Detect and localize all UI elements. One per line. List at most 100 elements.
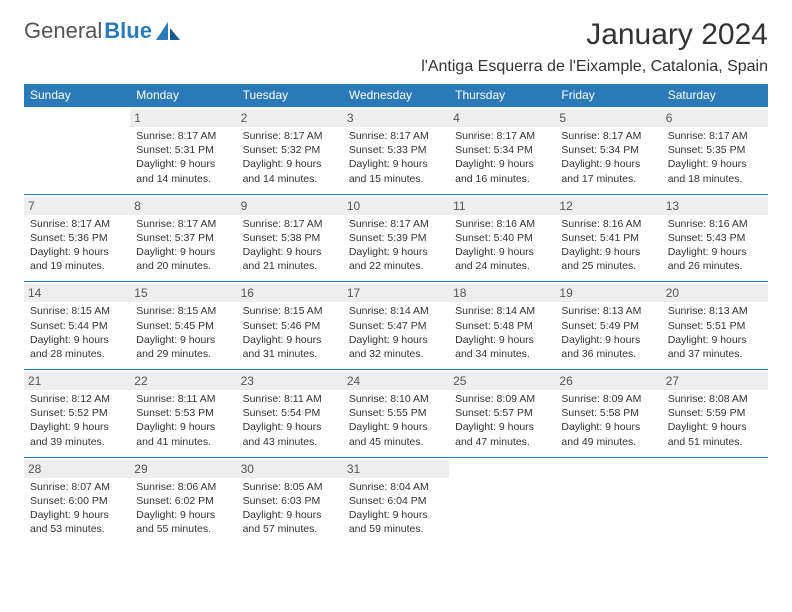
- calendar-cell: 7Sunrise: 8:17 AMSunset: 5:36 PMDaylight…: [24, 194, 130, 282]
- info-line: Daylight: 9 hours: [349, 420, 443, 434]
- info-line: Sunrise: 8:14 AM: [455, 304, 549, 318]
- info-line: Sunrise: 8:11 AM: [243, 392, 337, 406]
- info-line: and 41 minutes.: [136, 435, 230, 449]
- info-line: Sunset: 5:41 PM: [561, 231, 655, 245]
- calendar-row: 28Sunrise: 8:07 AMSunset: 6:00 PMDayligh…: [24, 457, 768, 544]
- weekday-header: Tuesday: [237, 84, 343, 107]
- info-line: Sunrise: 8:11 AM: [136, 392, 230, 406]
- info-line: Sunrise: 8:07 AM: [30, 480, 124, 494]
- month-title: January 2024: [421, 18, 768, 52]
- day-number: 30: [237, 460, 343, 478]
- day-number: 22: [130, 372, 236, 390]
- info-line: Daylight: 9 hours: [243, 245, 337, 259]
- info-line: Sunrise: 8:13 AM: [561, 304, 655, 318]
- info-line: Daylight: 9 hours: [243, 333, 337, 347]
- calendar-row: 7Sunrise: 8:17 AMSunset: 5:36 PMDaylight…: [24, 194, 768, 282]
- sail-icon: [156, 22, 182, 47]
- info-line: Daylight: 9 hours: [561, 333, 655, 347]
- info-line: Sunset: 5:35 PM: [668, 143, 762, 157]
- info-line: Daylight: 9 hours: [30, 420, 124, 434]
- info-line: and 18 minutes.: [668, 172, 762, 186]
- page-header: GeneralBlue January 2024 l'Antiga Esquer…: [24, 18, 768, 76]
- brand-part1: General: [24, 18, 102, 44]
- day-info: Sunrise: 8:12 AMSunset: 5:52 PMDaylight:…: [30, 392, 124, 449]
- calendar-cell: 20Sunrise: 8:13 AMSunset: 5:51 PMDayligh…: [662, 282, 768, 370]
- info-line: and 24 minutes.: [455, 259, 549, 273]
- weekday-header: Friday: [555, 84, 661, 107]
- day-info: Sunrise: 8:17 AMSunset: 5:36 PMDaylight:…: [30, 217, 124, 274]
- info-line: Sunset: 5:51 PM: [668, 319, 762, 333]
- info-line: and 25 minutes.: [561, 259, 655, 273]
- day-number: 21: [24, 372, 130, 390]
- day-info: Sunrise: 8:13 AMSunset: 5:49 PMDaylight:…: [561, 304, 655, 361]
- weekday-header: Wednesday: [343, 84, 449, 107]
- day-info: Sunrise: 8:17 AMSunset: 5:34 PMDaylight:…: [455, 129, 549, 186]
- info-line: Daylight: 9 hours: [349, 245, 443, 259]
- day-number: 19: [555, 284, 661, 302]
- day-number: 10: [343, 197, 449, 215]
- day-number: 18: [449, 284, 555, 302]
- day-info: Sunrise: 8:15 AMSunset: 5:46 PMDaylight:…: [243, 304, 337, 361]
- info-line: and 19 minutes.: [30, 259, 124, 273]
- info-line: and 31 minutes.: [243, 347, 337, 361]
- day-info: Sunrise: 8:15 AMSunset: 5:45 PMDaylight:…: [136, 304, 230, 361]
- info-line: Daylight: 9 hours: [243, 420, 337, 434]
- calendar-table: Sunday Monday Tuesday Wednesday Thursday…: [24, 84, 768, 544]
- info-line: Sunrise: 8:17 AM: [30, 217, 124, 231]
- calendar-cell: 29Sunrise: 8:06 AMSunset: 6:02 PMDayligh…: [130, 457, 236, 544]
- info-line: Sunrise: 8:06 AM: [136, 480, 230, 494]
- day-number: 28: [24, 460, 130, 478]
- info-line: Sunset: 5:43 PM: [668, 231, 762, 245]
- info-line: Daylight: 9 hours: [668, 420, 762, 434]
- info-line: and 14 minutes.: [243, 172, 337, 186]
- day-info: Sunrise: 8:08 AMSunset: 5:59 PMDaylight:…: [668, 392, 762, 449]
- calendar-cell: [555, 457, 661, 544]
- day-info: Sunrise: 8:17 AMSunset: 5:31 PMDaylight:…: [136, 129, 230, 186]
- info-line: Sunset: 5:46 PM: [243, 319, 337, 333]
- info-line: and 53 minutes.: [30, 522, 124, 536]
- info-line: Sunset: 5:40 PM: [455, 231, 549, 245]
- day-number: 14: [24, 284, 130, 302]
- day-number: 9: [237, 197, 343, 215]
- info-line: and 37 minutes.: [668, 347, 762, 361]
- location-text: l'Antiga Esquerra de l'Eixample, Catalon…: [421, 58, 768, 76]
- info-line: Sunrise: 8:17 AM: [136, 129, 230, 143]
- info-line: Sunrise: 8:16 AM: [668, 217, 762, 231]
- brand-logo: GeneralBlue: [24, 18, 182, 47]
- info-line: Daylight: 9 hours: [136, 508, 230, 522]
- day-info: Sunrise: 8:17 AMSunset: 5:32 PMDaylight:…: [243, 129, 337, 186]
- day-number: 15: [130, 284, 236, 302]
- info-line: Daylight: 9 hours: [561, 245, 655, 259]
- info-line: Daylight: 9 hours: [349, 157, 443, 171]
- calendar-cell: [662, 457, 768, 544]
- info-line: Sunset: 5:49 PM: [561, 319, 655, 333]
- info-line: and 16 minutes.: [455, 172, 549, 186]
- info-line: and 43 minutes.: [243, 435, 337, 449]
- day-number: 6: [662, 109, 768, 127]
- calendar-cell: 8Sunrise: 8:17 AMSunset: 5:37 PMDaylight…: [130, 194, 236, 282]
- calendar-cell: 14Sunrise: 8:15 AMSunset: 5:44 PMDayligh…: [24, 282, 130, 370]
- weekday-header: Saturday: [662, 84, 768, 107]
- calendar-cell: 31Sunrise: 8:04 AMSunset: 6:04 PMDayligh…: [343, 457, 449, 544]
- info-line: Sunrise: 8:16 AM: [561, 217, 655, 231]
- info-line: Daylight: 9 hours: [136, 420, 230, 434]
- calendar-cell: 12Sunrise: 8:16 AMSunset: 5:41 PMDayligh…: [555, 194, 661, 282]
- day-number: 24: [343, 372, 449, 390]
- info-line: Daylight: 9 hours: [136, 157, 230, 171]
- info-line: and 20 minutes.: [136, 259, 230, 273]
- day-info: Sunrise: 8:10 AMSunset: 5:55 PMDaylight:…: [349, 392, 443, 449]
- calendar-cell: 1Sunrise: 8:17 AMSunset: 5:31 PMDaylight…: [130, 107, 236, 195]
- info-line: Sunset: 5:38 PM: [243, 231, 337, 245]
- title-block: January 2024 l'Antiga Esquerra de l'Eixa…: [421, 18, 768, 76]
- info-line: Sunrise: 8:09 AM: [561, 392, 655, 406]
- info-line: and 26 minutes.: [668, 259, 762, 273]
- info-line: Daylight: 9 hours: [349, 333, 443, 347]
- info-line: Sunrise: 8:05 AM: [243, 480, 337, 494]
- calendar-row: 1Sunrise: 8:17 AMSunset: 5:31 PMDaylight…: [24, 107, 768, 195]
- info-line: Sunset: 5:32 PM: [243, 143, 337, 157]
- info-line: Sunset: 5:34 PM: [561, 143, 655, 157]
- day-info: Sunrise: 8:11 AMSunset: 5:54 PMDaylight:…: [243, 392, 337, 449]
- day-number: 23: [237, 372, 343, 390]
- info-line: Daylight: 9 hours: [668, 245, 762, 259]
- info-line: and 39 minutes.: [30, 435, 124, 449]
